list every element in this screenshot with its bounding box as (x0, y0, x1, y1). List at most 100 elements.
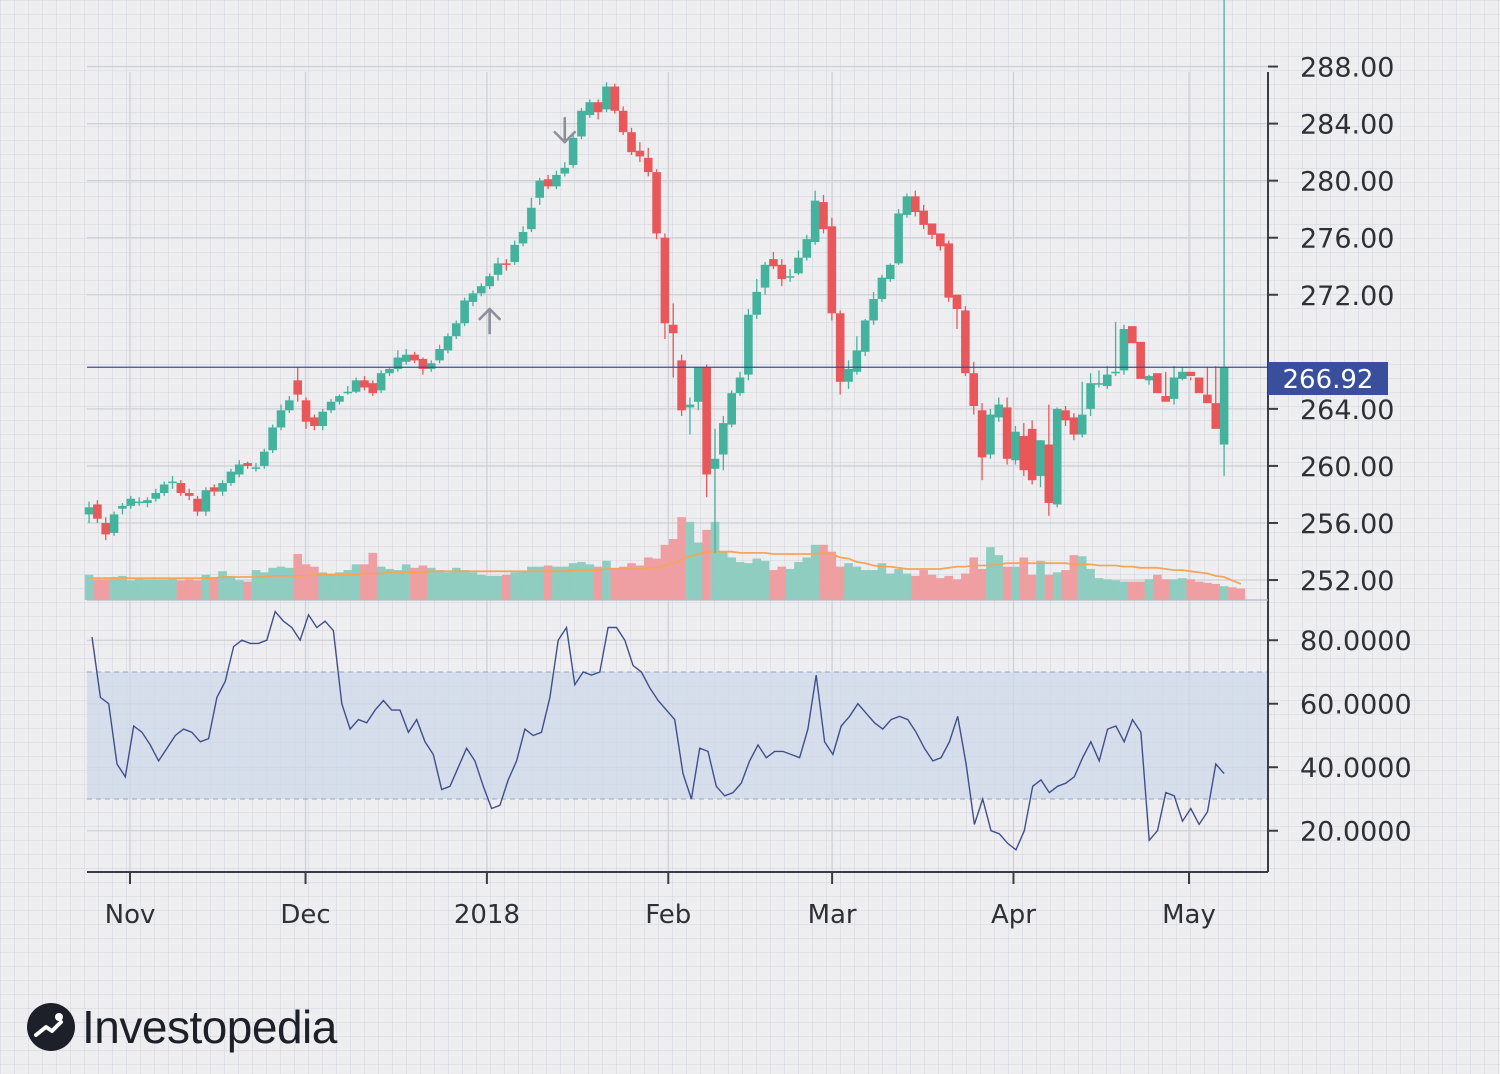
candlestick (543, 174, 553, 190)
buy-signal-arrow (478, 307, 501, 335)
volume-bar (1002, 566, 1012, 600)
date-tick-label: Nov (105, 900, 156, 930)
candle-body (293, 380, 302, 395)
candle-body (518, 232, 528, 244)
volume-bar (577, 562, 586, 600)
candlestick (1052, 407, 1062, 508)
candle-body (744, 314, 753, 375)
candlestick (1044, 404, 1054, 516)
volume-bar (894, 568, 903, 600)
candle-body (468, 293, 478, 302)
candlestick (335, 394, 344, 405)
volume-bar (702, 529, 711, 600)
date-tick-label: Feb (645, 900, 691, 930)
rsi-tick-label: 80.0000 (1300, 626, 1412, 657)
candlestick (268, 424, 277, 454)
volume-bar (193, 580, 202, 600)
candle-body (143, 500, 152, 504)
volume-bar (794, 562, 803, 600)
candle-body (360, 380, 369, 388)
price-axis-labels: 288.00 284.00 280.00 276.00 272.00 264.00 260.… (1300, 53, 1394, 597)
candle-body (1203, 394, 1212, 404)
candlestick (285, 396, 294, 414)
candle-body (844, 368, 853, 382)
volume-bar (126, 580, 136, 600)
date-tick-label: 2018 (454, 900, 520, 930)
candlestick (209, 484, 219, 496)
candle-body (443, 336, 453, 351)
candle-body (527, 207, 536, 230)
candle-body (1052, 408, 1062, 505)
candlestick (134, 497, 144, 506)
candle-body (710, 458, 720, 469)
candle-body (510, 244, 519, 262)
volume-bar (677, 517, 686, 600)
volume-moving-average-line (89, 550, 1242, 585)
candlestick (568, 135, 578, 168)
volume-bar (877, 563, 887, 600)
brand-name: Investopedia (82, 1001, 337, 1053)
volume-bars (84, 517, 1246, 600)
volume-bar (769, 570, 778, 600)
candlestick (485, 273, 494, 290)
candle-body (1186, 371, 1196, 377)
volume-bar (1111, 580, 1120, 600)
last-price-badge: 266.92 (1268, 362, 1388, 395)
volume-bar (1127, 581, 1137, 600)
candle-body (301, 400, 311, 422)
candle-body (1161, 396, 1170, 402)
candle-body (785, 276, 795, 278)
candlestick (393, 350, 403, 372)
candle-body (1061, 410, 1070, 421)
candlestick (276, 404, 286, 431)
candlestick (1002, 397, 1012, 465)
candlestick (1119, 324, 1129, 375)
candlestick (618, 106, 628, 136)
candlestick (627, 127, 636, 155)
candle-body (1136, 341, 1145, 379)
candle-body (643, 157, 653, 173)
volume-bar (435, 570, 444, 600)
volume-bar (510, 572, 519, 600)
volume-bar (1061, 570, 1070, 600)
candle-body (802, 239, 812, 258)
candlestick (201, 487, 211, 516)
volume-bar (869, 570, 878, 600)
candle-body (668, 324, 678, 334)
volume-bar (969, 557, 979, 600)
volume-bar (351, 564, 361, 600)
candlestick (1094, 370, 1104, 388)
volume-bar (310, 566, 319, 600)
candlestick (1203, 367, 1212, 404)
volume-bar (961, 573, 970, 600)
candlestick (719, 416, 728, 471)
candle-body (218, 483, 227, 492)
candle-body (318, 411, 328, 426)
volume-bar (919, 570, 928, 600)
candle-body (1027, 428, 1037, 481)
candle-body (109, 514, 119, 533)
candle-body (1094, 383, 1104, 385)
candle-body (927, 223, 937, 235)
candle-body (585, 102, 595, 116)
volume-bar (752, 558, 762, 600)
candlestick (360, 376, 369, 391)
volume-bar (451, 567, 461, 600)
volume-bar (1069, 555, 1079, 600)
candlestick (760, 261, 770, 295)
volume-bar (1011, 566, 1020, 600)
volume-bar (410, 567, 419, 600)
last-price-badge-background (1268, 362, 1388, 395)
volume-bar (1161, 579, 1170, 600)
date-tick-label: May (1162, 900, 1216, 930)
volume-bar (184, 579, 194, 600)
volume-bar (109, 577, 119, 600)
candle-body (660, 237, 670, 324)
candlestick (226, 468, 236, 486)
price-tick-label: 272.00 (1300, 281, 1394, 312)
candle-body (994, 404, 1004, 418)
candlestick (234, 460, 244, 478)
volume-bar (318, 572, 328, 600)
candle-body (159, 484, 169, 494)
price-tick-label: 280.00 (1300, 167, 1394, 198)
